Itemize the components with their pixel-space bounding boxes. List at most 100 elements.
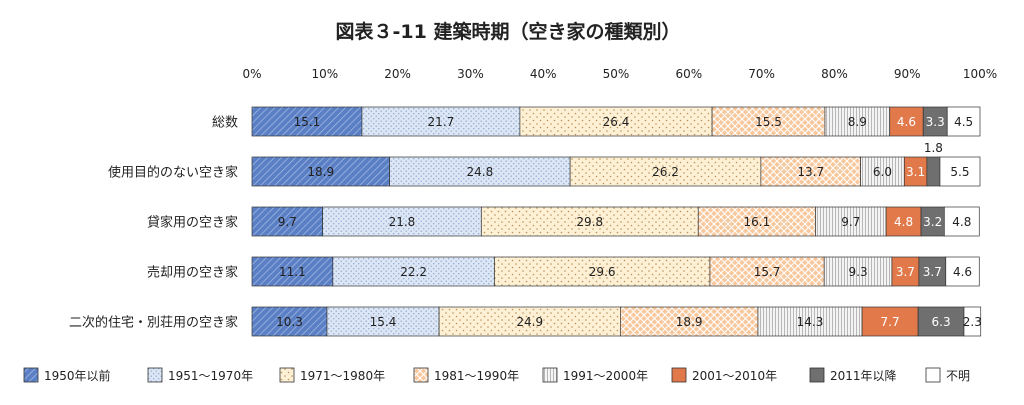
- bar-segment: [943, 206, 980, 237]
- data-label: 7.7: [881, 315, 900, 329]
- data-label: 9.3: [849, 265, 868, 279]
- data-label: 26.2: [652, 165, 679, 179]
- bar-segment: [757, 306, 863, 337]
- bar-segment: [946, 106, 981, 137]
- data-label: 29.8: [576, 215, 603, 229]
- data-label: 21.7: [428, 115, 455, 129]
- x-tick-label: 70%: [748, 67, 775, 81]
- x-tick-label: 40%: [530, 67, 557, 81]
- data-label: 8.9: [848, 115, 867, 129]
- data-label: 21.8: [389, 215, 416, 229]
- data-label: 6.0: [873, 165, 892, 179]
- bar-segment: [251, 156, 390, 187]
- x-tick-label: 60%: [675, 67, 702, 81]
- x-axis: 0% 10% 20% 30% 40% 50% 60% 70% 80% 90% 100%: [242, 67, 997, 81]
- bar-segment: [815, 206, 887, 237]
- bar-segment: [926, 156, 941, 187]
- data-label: 3.2: [923, 215, 942, 229]
- data-label: 1.8: [924, 141, 943, 155]
- data-label: 4.8: [894, 215, 913, 229]
- category-label: 貸家用の空き家: [147, 215, 238, 231]
- legend-swatch: [147, 367, 163, 383]
- data-label: 11.1: [279, 265, 306, 279]
- bar-segment: [889, 106, 924, 137]
- data-label: 10.3: [276, 315, 303, 329]
- bar-segment: [332, 256, 495, 287]
- data-label: 15.5: [755, 115, 782, 129]
- legend-swatch: [413, 367, 429, 383]
- chart-title: 図表３-11 建築時期（空き家の種類別）: [336, 20, 681, 43]
- x-tick-label: 100%: [963, 67, 997, 81]
- bar-segment: [251, 206, 323, 237]
- legend-label: 1951～1970年: [168, 369, 253, 383]
- bar-segment: [361, 106, 521, 137]
- x-tick-label: 50%: [603, 67, 630, 81]
- data-label: 15.1: [294, 115, 321, 129]
- legend-swatch: [542, 367, 558, 383]
- bar-segment: [438, 306, 621, 337]
- data-label: 15.4: [370, 315, 397, 329]
- data-label: 26.4: [603, 115, 630, 129]
- data-labels: 15.1 21.7 26.4 15.5 8.9 4.6 3.3 4.5 18.9 24.8 26.2…: [276, 115, 982, 329]
- x-tick-label: 0%: [242, 67, 261, 81]
- bar-segment: [519, 106, 713, 137]
- data-label: 2.3: [963, 315, 982, 329]
- bar-segment: [922, 106, 948, 137]
- data-label: 14.3: [797, 315, 824, 329]
- bar-segment: [918, 256, 947, 287]
- data-label: 16.1: [744, 215, 771, 229]
- x-tick-label: 30%: [457, 67, 484, 81]
- data-label: 3.7: [896, 265, 915, 279]
- bar-segment: [945, 256, 980, 287]
- data-label: 29.6: [589, 265, 616, 279]
- legend-swatch: [23, 367, 39, 383]
- data-label: 18.9: [307, 165, 334, 179]
- legend-label: 1991～2000年: [563, 369, 648, 383]
- category-label: 使用目的のない空き家: [108, 165, 238, 181]
- bars: [251, 106, 982, 337]
- data-label: 13.7: [797, 165, 824, 179]
- legend: 1950年以前 1951～1970年 1971～1980年 1981～1990年 199…: [23, 367, 970, 383]
- data-label: 3.1: [906, 165, 925, 179]
- x-tick-label: 10%: [311, 67, 338, 81]
- bar-segment: [494, 256, 711, 287]
- category-label: 総数: [212, 116, 238, 131]
- legend-label: 2011年以降: [830, 369, 897, 383]
- bar-segment: [860, 156, 905, 187]
- x-tick-label: 90%: [894, 67, 921, 81]
- data-label: 4.6: [897, 115, 916, 129]
- data-label: 9.7: [841, 215, 860, 229]
- bar-segment: [760, 156, 861, 187]
- bar-segment: [389, 156, 571, 187]
- data-label: 6.3: [932, 315, 951, 329]
- data-label: 24.8: [467, 165, 494, 179]
- data-label: 4.5: [954, 115, 973, 129]
- data-label: 24.9: [516, 315, 543, 329]
- bar-segment: [711, 106, 826, 137]
- bar-segment: [322, 206, 482, 237]
- data-label: 4.8: [952, 215, 971, 229]
- bar-segment: [963, 306, 982, 337]
- legend-swatch: [925, 367, 941, 383]
- bar-segment: [824, 106, 891, 137]
- data-label: 22.2: [400, 265, 427, 279]
- x-tick-label: 80%: [821, 67, 848, 81]
- bar-segment: [251, 306, 328, 337]
- data-label: 15.7: [754, 265, 781, 279]
- bar-segment: [917, 306, 965, 337]
- legend-label: 1950年以前: [44, 368, 111, 383]
- data-label: 3.3: [926, 115, 945, 129]
- legend-swatch: [809, 367, 825, 383]
- bar-segment: [939, 156, 981, 187]
- legend-label: 1971～1980年: [300, 369, 385, 383]
- bar-segment: [326, 306, 440, 337]
- legend-swatch: [671, 367, 687, 383]
- category-label: 売却用の空き家: [147, 265, 238, 281]
- data-label: 9.7: [278, 215, 297, 229]
- legend-label: 2001～2010年: [692, 369, 777, 383]
- legend-label: 不明: [946, 369, 970, 383]
- bar-segment: [620, 306, 759, 337]
- category-label: 二次的住宅・別荘用の空き家: [69, 315, 238, 331]
